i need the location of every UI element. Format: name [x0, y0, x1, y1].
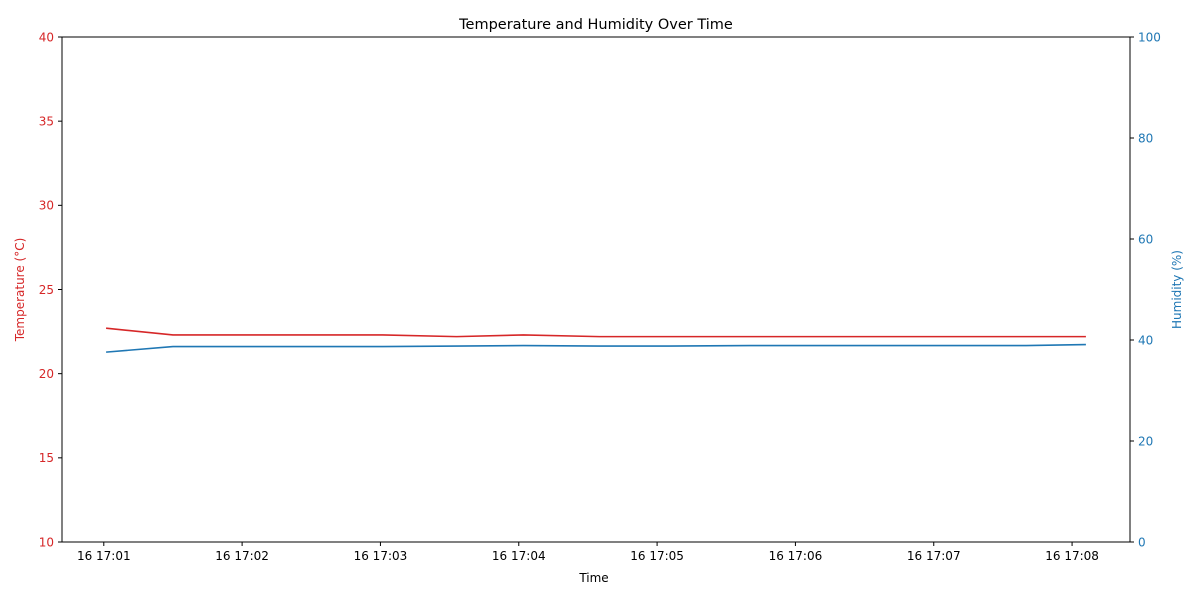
x-tick-label: 16 17:06: [769, 549, 823, 563]
temperature-line: [106, 327, 1086, 338]
right-y-tick-label: 0: [1138, 535, 1146, 549]
x-tick-label: 16 17:07: [907, 549, 961, 563]
x-tick-label: 16 17:03: [354, 549, 408, 563]
x-tick-label: 16 17:04: [492, 549, 546, 563]
x-tick-label: 16 17:02: [215, 549, 269, 563]
x-tick-label: 16 17:05: [630, 549, 684, 563]
left-y-axis-title: Temperature (°C): [13, 238, 27, 343]
left-y-tick-label: 10: [39, 535, 54, 549]
humidity-line: [106, 343, 1086, 353]
x-tick-label: 16 17:01: [77, 549, 131, 563]
left-y-tick-label: 40: [39, 30, 54, 44]
left-y-tick-label: 15: [39, 451, 54, 465]
right-y-tick-label: 60: [1138, 232, 1153, 246]
right-y-axis-title: Humidity (%): [1170, 250, 1184, 329]
right-y-tick-label: 100: [1138, 30, 1161, 44]
right-y-tick-label: 80: [1138, 131, 1153, 145]
left-y-tick-label: 20: [39, 367, 54, 381]
left-y-tick-label: 25: [39, 283, 54, 297]
chart-title: Temperature and Humidity Over Time: [458, 17, 733, 33]
plot-area: 16 17:01 16 17:02 16 17:03 16 17:04 16 17:05…: [13, 30, 1184, 585]
x-tick-label: 16 17:08: [1045, 549, 1099, 563]
left-y-tick-label: 30: [39, 199, 54, 213]
left-y-tick-label: 35: [39, 114, 54, 128]
right-y-tick-label: 40: [1138, 333, 1153, 347]
right-y-tick-label: 20: [1138, 434, 1153, 448]
x-axis-title: Time: [578, 571, 608, 585]
